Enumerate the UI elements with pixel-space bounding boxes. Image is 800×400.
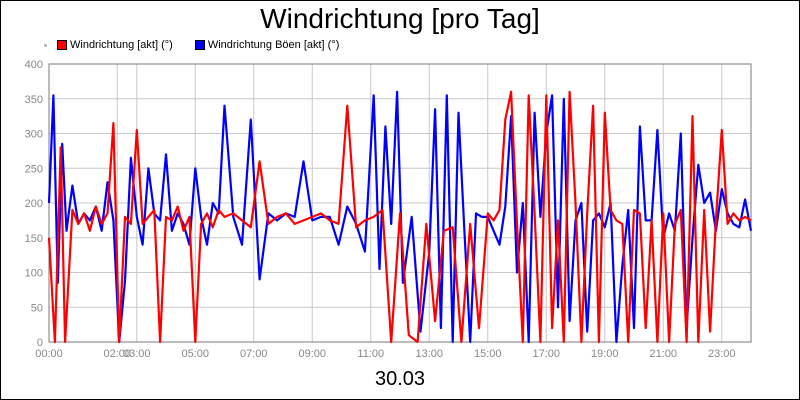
y-tick-label: 50 — [31, 302, 43, 314]
x-tick-label: 00:00 — [35, 348, 63, 360]
legend-swatch-red — [57, 40, 67, 50]
y-tick-label: 100 — [25, 268, 43, 280]
legend-label-windrichtung: Windrichtung [akt] (°) — [70, 39, 173, 51]
y-tick-label: 300 — [25, 129, 43, 141]
x-tick-label: 07:00 — [240, 348, 268, 360]
x-tick-label: 11:00 — [357, 348, 384, 360]
y-tick-label: 350 — [25, 94, 43, 106]
legend-bullet-icon — [44, 43, 47, 47]
y-tick-label: 150 — [25, 233, 43, 245]
x-tick-label: 23:00 — [708, 348, 736, 360]
x-tick-label: 15:00 — [474, 348, 502, 360]
x-tick-label: 03:00 — [123, 348, 151, 360]
x-tick-label: 19:00 — [591, 348, 619, 360]
x-tick-label: 21:00 — [649, 348, 677, 360]
series-line-windrichtung-boeen — [47, 90, 753, 344]
x-axis-caption: 30.03 — [374, 368, 426, 390]
y-tick-label: 250 — [25, 163, 43, 175]
chart-title: Windrichtung [pro Tag] — [260, 3, 540, 34]
x-tick-label: 02:00 — [103, 348, 131, 360]
legend-item-windrichtung: Windrichtung [akt] (°) — [57, 38, 173, 52]
x-tick-label: 13:00 — [415, 348, 443, 360]
legend-item-windrichtung-boeen: Windrichtung Böen [akt] (°) — [194, 38, 340, 52]
series-line-windrichtung — [47, 90, 752, 344]
y-tick-label: 0 — [37, 337, 43, 349]
y-tick-label: 200 — [25, 198, 43, 210]
x-tick-label: 17:00 — [532, 348, 560, 360]
legend-label-windrichtung-boeen: Windrichtung Böen [akt] (°) — [207, 39, 340, 51]
y-tick-label: 400 — [25, 59, 43, 71]
legend: Windrichtung [akt] (°) Windrichtung Böen… — [44, 38, 361, 52]
x-tick-label: 09:00 — [298, 348, 326, 360]
legend-swatch-blue — [194, 40, 205, 50]
x-tick-label: 05:00 — [181, 348, 209, 360]
